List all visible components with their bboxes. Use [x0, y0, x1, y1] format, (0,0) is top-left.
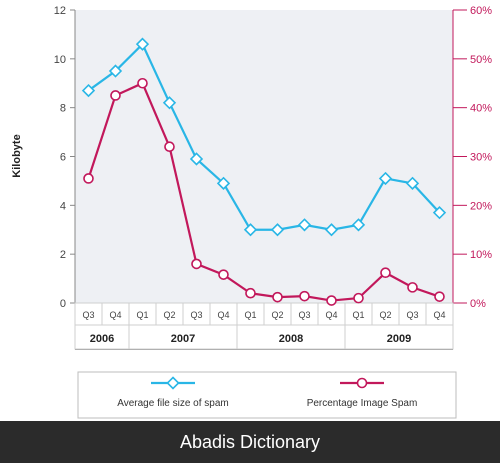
year-cell: [128, 324, 238, 350]
legend-marker-circle: [356, 377, 368, 389]
data-point-circle: [299, 290, 310, 302]
data-point-diamond: [189, 152, 204, 166]
y-axis-label: Kilobyte: [11, 134, 23, 177]
data-point-circle: [434, 291, 445, 302]
year-cell: [74, 324, 130, 350]
data-point-circle: [245, 287, 256, 299]
left-tick-label: 12: [54, 5, 66, 17]
year-label: 2007: [171, 333, 195, 345]
data-point-diamond: [243, 223, 258, 237]
footer-banner: Abadis Dictionary: [0, 421, 500, 463]
data-point-diamond: [81, 83, 96, 98]
category-label: Q3: [82, 310, 94, 320]
year-label: 2008: [279, 333, 303, 345]
right-tick-label: 40%: [470, 103, 492, 115]
category-label: Q2: [379, 310, 391, 320]
data-point-circle: [407, 282, 418, 293]
left-tick-label: 8: [60, 103, 66, 115]
data-point-diamond: [405, 176, 420, 190]
category-label: Q1: [136, 310, 148, 320]
series-line-2: [87, 81, 440, 302]
category-label: Q4: [217, 310, 229, 320]
category-label: Q3: [298, 310, 310, 320]
category-label: Q3: [190, 310, 202, 320]
data-point-circle: [353, 292, 364, 304]
right-tick-label: 20%: [470, 200, 492, 212]
data-point-circle: [191, 258, 202, 270]
data-point-diamond: [324, 223, 339, 237]
data-point-diamond: [351, 218, 366, 232]
right-tick-label: 30%: [470, 152, 492, 164]
legend: [77, 371, 457, 419]
year-label: 2009: [387, 333, 411, 345]
category-label: Q3: [406, 310, 418, 320]
category-label: Q1: [244, 310, 256, 320]
data-point-diamond: [432, 206, 447, 220]
category-label: Q1: [352, 310, 364, 320]
data-point-diamond: [297, 218, 312, 232]
plot-area: [75, 10, 453, 303]
right-tick-label: 60%: [470, 5, 492, 17]
category-label: Q2: [163, 310, 175, 320]
category-label: Q2: [271, 310, 283, 320]
data-point-circle: [137, 77, 148, 89]
data-point-diamond: [270, 223, 285, 237]
right-tick-label: 50%: [470, 54, 492, 66]
data-point-diamond: [162, 96, 177, 110]
left-tick-label: 4: [60, 200, 66, 212]
footer-text: Abadis Dictionary: [179, 431, 321, 452]
right-tick-label: 0%: [470, 298, 486, 310]
legend-label: Average file size of spam: [117, 398, 229, 409]
left-tick-label: 2: [60, 249, 66, 261]
data-point-circle: [272, 291, 283, 303]
data-point-diamond: [108, 64, 123, 78]
left-tick-label: 6: [60, 152, 66, 164]
left-tick-label: 0: [60, 298, 66, 310]
data-point-circle: [164, 141, 175, 153]
data-point-diamond: [135, 37, 150, 51]
data-point-circle: [110, 90, 121, 101]
data-point-circle: [218, 269, 229, 280]
year-cell: [344, 324, 454, 350]
data-point-diamond: [378, 171, 393, 186]
data-point-diamond: [216, 176, 231, 190]
series-line-1: [87, 42, 441, 231]
legend-marker-diamond: [166, 376, 180, 390]
right-tick-label: 10%: [470, 249, 492, 261]
legend-label: Percentage Image Spam: [307, 398, 418, 409]
category-label: Q4: [325, 310, 337, 320]
left-tick-label: 10: [54, 54, 66, 66]
year-cell: [236, 324, 346, 350]
data-point-circle: [83, 173, 94, 184]
category-label: Q4: [109, 310, 121, 320]
data-point-circle: [326, 295, 337, 306]
year-label: 2006: [90, 333, 114, 345]
data-point-circle: [380, 267, 391, 279]
category-label: Q4: [433, 310, 445, 320]
